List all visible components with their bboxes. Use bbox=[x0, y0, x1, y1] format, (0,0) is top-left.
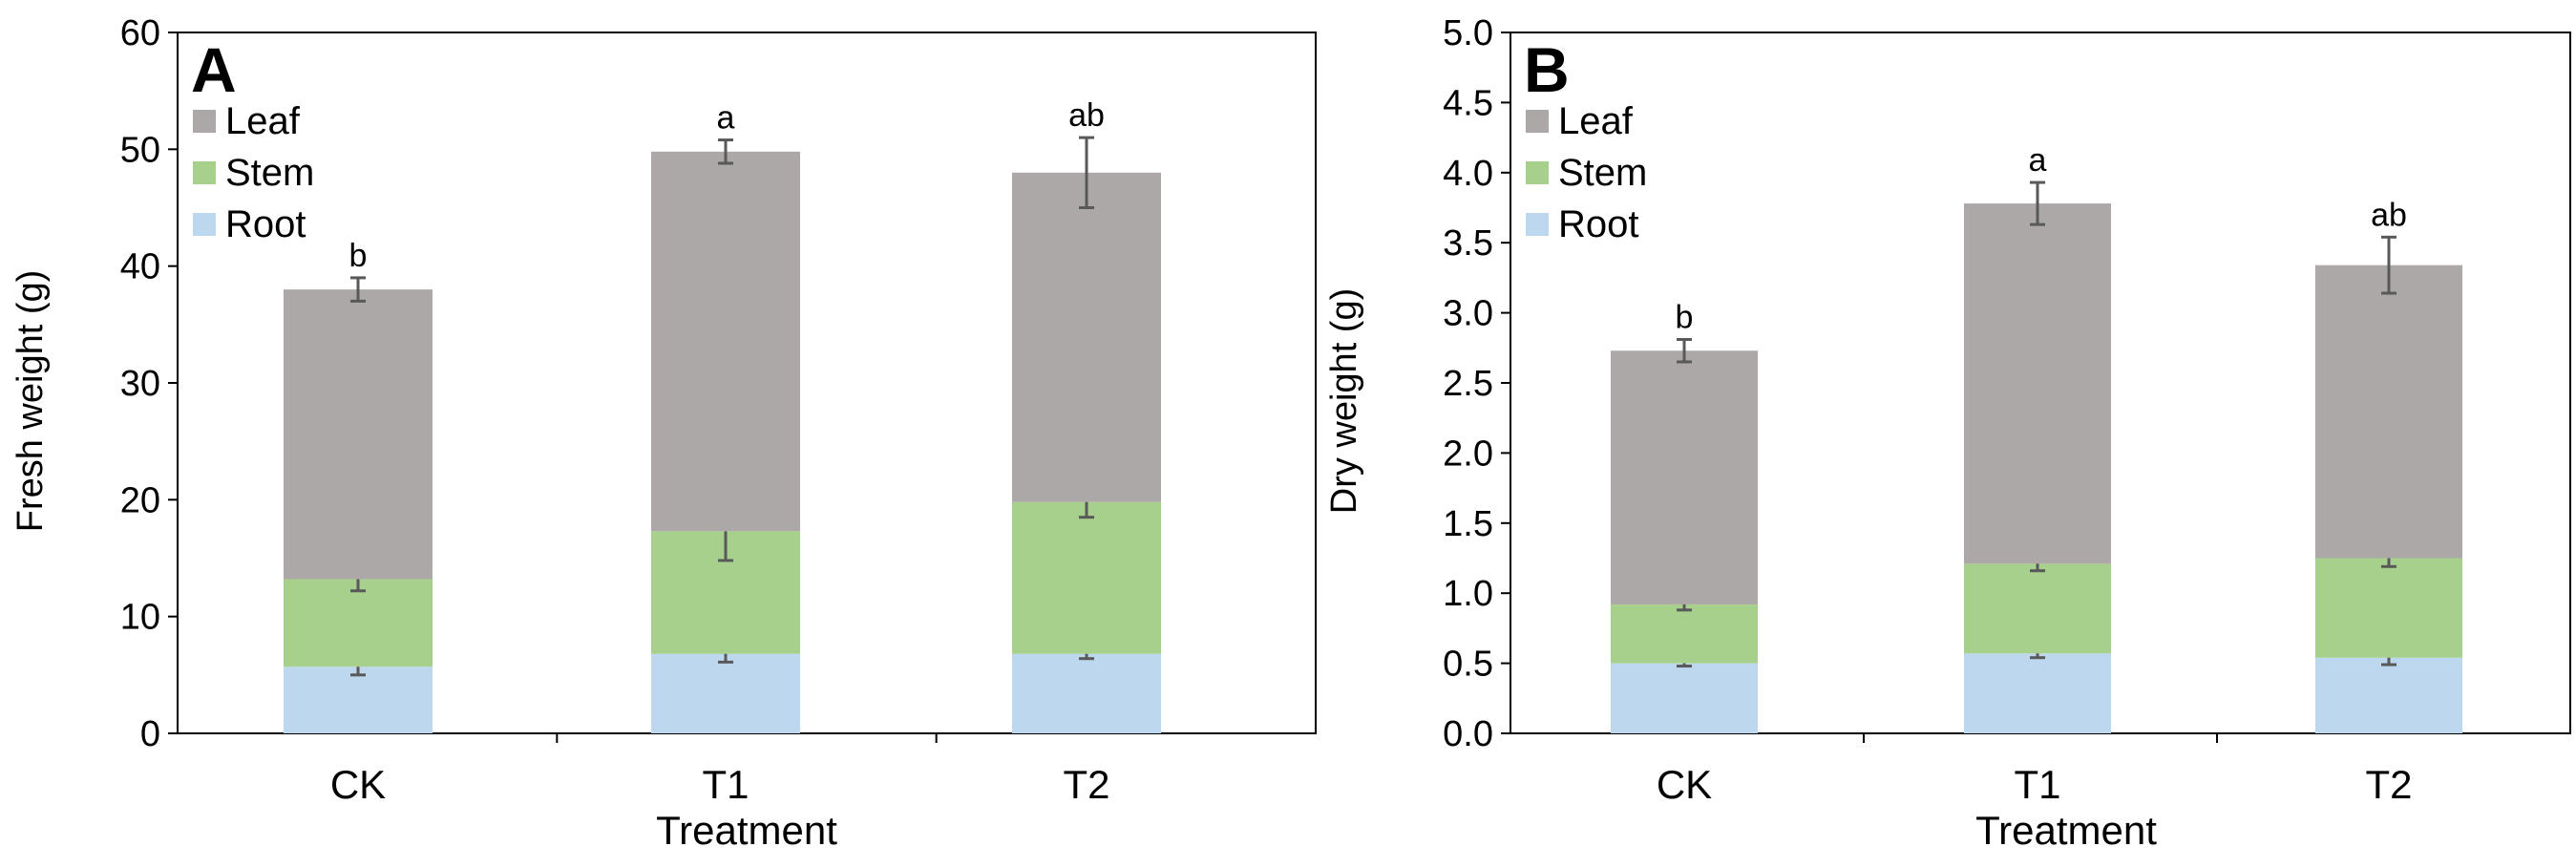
legend-swatch-leaf bbox=[193, 110, 216, 133]
x-tick-label-t2: T2 bbox=[1063, 762, 1109, 807]
bar-leaf-t1 bbox=[1964, 203, 2111, 564]
y-tick-label: 10 bbox=[120, 598, 160, 638]
bar-leaf-ck bbox=[1611, 350, 1758, 604]
legend-label-root: Root bbox=[225, 203, 306, 245]
x-tick-label-t1: T1 bbox=[2014, 762, 2060, 807]
bar-stem-t2 bbox=[1012, 501, 1161, 654]
y-tick-label: 0.0 bbox=[1443, 714, 1493, 754]
panel-b-label: B bbox=[1524, 34, 1570, 105]
legend-swatch-stem bbox=[193, 161, 216, 184]
significance-letter: a bbox=[717, 100, 735, 137]
y-tick-label: 5.0 bbox=[1443, 13, 1493, 53]
bar-root-t1 bbox=[651, 653, 800, 733]
legend-swatch-root bbox=[1526, 213, 1549, 236]
significance-letter: a bbox=[2029, 142, 2047, 179]
x-tick-label-t2: T2 bbox=[2365, 762, 2412, 807]
x-tick-label-ck: CK bbox=[1657, 762, 1712, 807]
y-tick-label: 3.0 bbox=[1443, 294, 1493, 334]
panel-b-y-axis-title: Dry weight (g) bbox=[1324, 288, 1364, 515]
legend-swatch-root bbox=[193, 213, 216, 236]
y-tick-label: 20 bbox=[120, 480, 160, 520]
y-tick-label: 40 bbox=[120, 247, 160, 287]
y-tick-label: 0.5 bbox=[1443, 645, 1493, 685]
bar-stem-ck bbox=[284, 579, 433, 667]
y-tick-label: 0 bbox=[140, 714, 160, 754]
legend-label-leaf: Leaf bbox=[225, 100, 301, 142]
y-tick-label: 30 bbox=[120, 364, 160, 404]
legend-swatch-stem bbox=[1526, 161, 1549, 184]
y-tick-label: 4.0 bbox=[1443, 154, 1493, 194]
y-tick-label: 4.5 bbox=[1443, 83, 1493, 123]
legend-label-root: Root bbox=[1558, 203, 1639, 245]
panel-a-y-axis-title: Fresh weight (g) bbox=[11, 270, 51, 533]
bar-root-t1 bbox=[1964, 653, 2111, 733]
legend-label-stem: Stem bbox=[1558, 152, 1647, 194]
panel-b-plot-area: 0.0 0.5 1.0 1.5 2.0 2.5 3.0 3.5 4.0 4.5 5.0 CK T1 T2 b… bbox=[1443, 13, 2571, 807]
bar-root-ck bbox=[284, 667, 433, 733]
bar-stem-t1 bbox=[1964, 563, 2111, 654]
panel-a-label: A bbox=[191, 34, 237, 105]
panel-a-legend: Leaf Stem Root bbox=[193, 100, 314, 245]
bar-root-ck bbox=[1611, 663, 1758, 733]
bar-root-t2 bbox=[2315, 657, 2462, 733]
panel-b-legend: Leaf Stem Root bbox=[1526, 100, 1647, 245]
bar-stem-ck bbox=[1611, 603, 1758, 664]
panel-a-plot-area: 0102030405060CKT1T2bbbaabaaaab bbox=[120, 13, 1317, 807]
bar-leaf-t2 bbox=[1012, 172, 1161, 502]
y-tick-label: 1.5 bbox=[1443, 504, 1493, 544]
significance-letter: ab bbox=[1068, 97, 1105, 134]
bar-leaf-ck bbox=[284, 289, 433, 580]
y-tick-label: 2.0 bbox=[1443, 434, 1493, 474]
panel-a-x-axis-title: Treatment bbox=[656, 808, 837, 853]
y-tick-label: 2.5 bbox=[1443, 364, 1493, 404]
legend-label-leaf: Leaf bbox=[1558, 100, 1634, 142]
panel-b-x-axis-title: Treatment bbox=[1975, 808, 2157, 853]
y-tick-label: 3.5 bbox=[1443, 223, 1493, 264]
bar-leaf-t2 bbox=[2315, 265, 2462, 559]
x-tick-label-ck: CK bbox=[330, 762, 386, 807]
y-tick-label: 60 bbox=[120, 13, 160, 53]
legend-label-stem: Stem bbox=[225, 152, 314, 194]
panel-b: 0.0 0.5 1.0 1.5 2.0 2.5 3.0 3.5 4.0 4.5 5.0 CK T1 T2 b… bbox=[1324, 13, 2571, 853]
significance-letter: b bbox=[1676, 299, 1694, 335]
legend-swatch-leaf bbox=[1526, 110, 1549, 133]
panel-a: 0102030405060CKT1T2bbbaabaaaab A Fresh w… bbox=[11, 13, 1317, 853]
y-tick-label: 1.0 bbox=[1443, 574, 1493, 614]
significance-letter: b bbox=[349, 238, 368, 274]
significance-letter: ab bbox=[2371, 197, 2407, 233]
bar-leaf-t1 bbox=[651, 151, 800, 532]
y-tick-label: 50 bbox=[120, 130, 160, 170]
x-tick-label-t1: T1 bbox=[702, 762, 749, 807]
bar-stem-t2 bbox=[2315, 558, 2462, 658]
bar-root-t2 bbox=[1012, 653, 1161, 733]
